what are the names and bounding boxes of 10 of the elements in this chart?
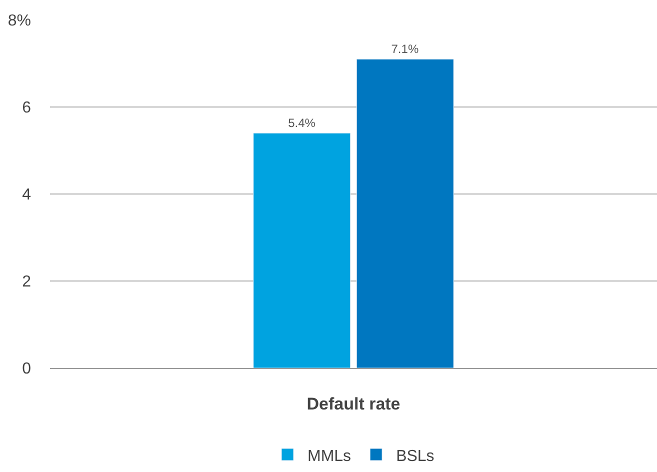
data-label: 5.4%: [288, 116, 316, 130]
y-tick-label: 2: [22, 274, 32, 291]
data-label: 7.1%: [391, 42, 419, 56]
legend-label: MMLs: [308, 448, 352, 465]
y-tick-label: 8%: [8, 12, 31, 30]
y-tick-label: 0: [22, 360, 32, 378]
legend-label: BSLs: [396, 448, 434, 465]
x-tick-label: Default rate: [306, 394, 400, 414]
y-tick-label: 4: [22, 186, 32, 204]
y-tick-label: 6: [22, 100, 32, 117]
